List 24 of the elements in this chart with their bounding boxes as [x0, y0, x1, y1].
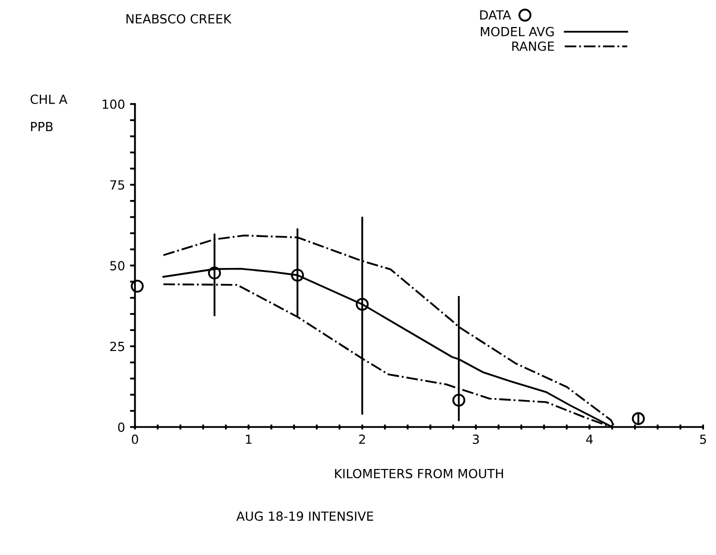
x-axis-title: KILOMETERS FROM MOUTH	[335, 468, 503, 478]
x-tick-label: 0	[132, 434, 138, 444]
legend-label: DATA	[480, 10, 512, 20]
point	[290, 268, 304, 282]
point	[632, 412, 645, 426]
point	[356, 298, 369, 311]
x-tick-label: 1	[246, 434, 252, 444]
y-tick-label: 25	[110, 342, 124, 352]
legend-label: RANGE	[512, 41, 554, 51]
x-tick-label: 5	[700, 434, 706, 444]
text: AUG 18-19 INTENSIVE	[236, 511, 374, 521]
x-tick-label: 4	[586, 434, 593, 444]
text: CHL A PPB	[30, 94, 68, 132]
point	[452, 394, 466, 407]
y-tick-label: 75	[110, 180, 124, 190]
y-tick-label: 100	[102, 99, 124, 109]
point	[208, 266, 221, 280]
y-tick-label: 0	[118, 422, 124, 432]
point	[130, 280, 144, 293]
legend-label: MODEL AVG	[480, 26, 554, 36]
x-tick-label: 2	[359, 434, 365, 444]
chart-title: NEABSCO CREEK	[126, 14, 232, 24]
x-tick-label: 3	[472, 434, 479, 444]
y-tick-label: 50	[110, 260, 124, 270]
